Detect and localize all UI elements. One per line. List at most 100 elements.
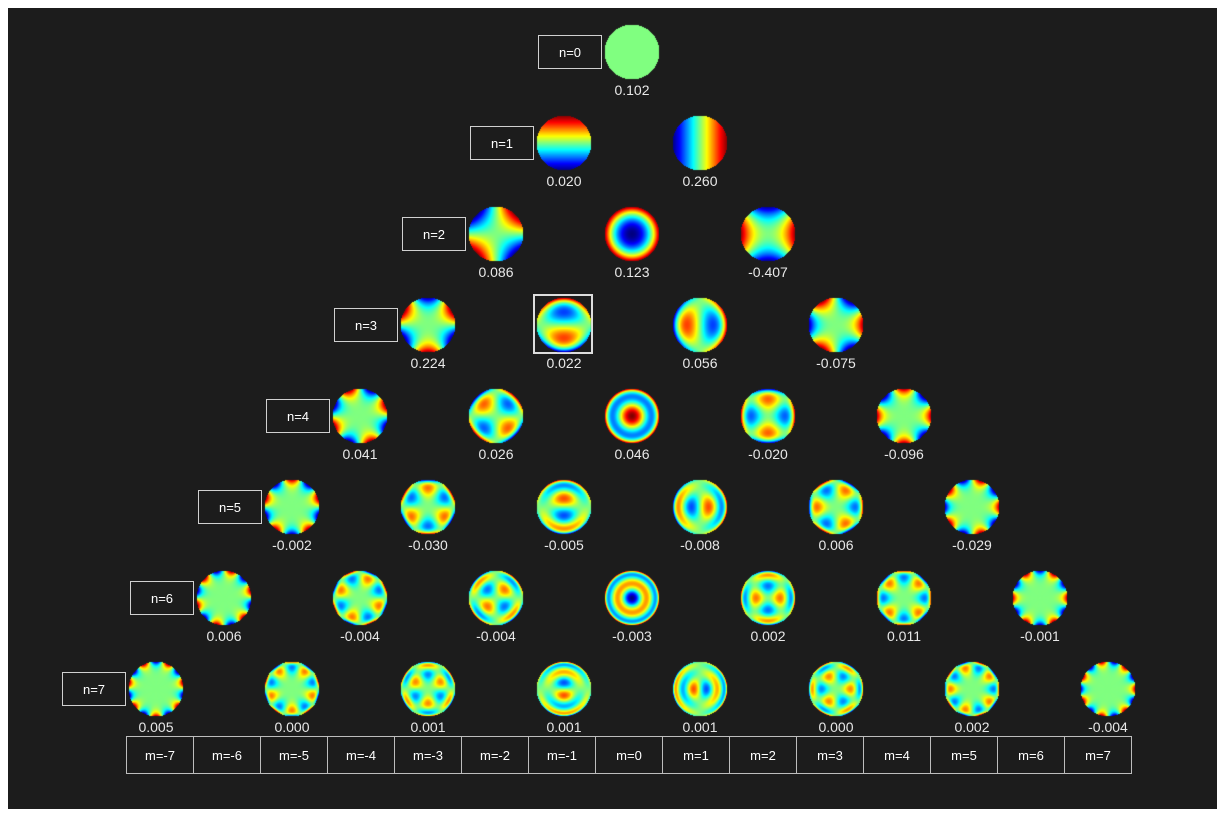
zernike-mode-disc	[740, 206, 796, 262]
row-label-n6: n=6	[130, 581, 194, 615]
zernike-term-n6-m-2[interactable]: -0.004	[458, 570, 534, 650]
zernike-term-n5-m5[interactable]: -0.029	[934, 479, 1010, 559]
coefficient-value: -0.075	[816, 355, 856, 371]
zernike-term-n7-m1[interactable]: 0.001	[662, 661, 738, 741]
coefficient-value: 0.224	[410, 355, 446, 371]
coefficient-value: 0.006	[206, 628, 242, 644]
coefficient-value: -0.020	[748, 446, 788, 462]
zernike-term-n7-m-5[interactable]: 0.000	[254, 661, 330, 741]
zernike-term-n4-m-4[interactable]: 0.041	[322, 388, 398, 468]
zernike-mode-disc	[604, 206, 660, 262]
row-label-n2: n=2	[402, 217, 466, 251]
m-axis-label: m=6	[997, 736, 1065, 774]
m-axis-label: m=-4	[327, 736, 395, 774]
zernike-term-n2-m-2[interactable]: 0.086	[458, 206, 534, 286]
m-axis-label: m=-6	[193, 736, 261, 774]
row-label-n3: n=3	[334, 308, 398, 342]
zernike-term-n3-m-3[interactable]: 0.224	[390, 297, 466, 377]
coefficient-value: 0.006	[818, 537, 854, 553]
zernike-term-n6-m6[interactable]: -0.001	[1002, 570, 1078, 650]
coefficient-value: -0.004	[340, 628, 380, 644]
zernike-term-n4-m2[interactable]: -0.020	[730, 388, 806, 468]
zernike-mode-disc	[536, 297, 592, 353]
zernike-mode-disc	[808, 661, 864, 717]
zernike-term-n3-m1[interactable]: 0.056	[662, 297, 738, 377]
zernike-mode-disc	[468, 570, 524, 626]
zernike-term-n7-m5[interactable]: 0.002	[934, 661, 1010, 741]
m-axis-label: m=-5	[260, 736, 328, 774]
coefficient-value: 0.056	[682, 355, 718, 371]
zernike-term-n6-m-4[interactable]: -0.004	[322, 570, 398, 650]
coefficient-value: -0.008	[680, 537, 720, 553]
zernike-term-n5-m-5[interactable]: -0.002	[254, 479, 330, 559]
m-axis-label: m=3	[796, 736, 864, 774]
zernike-term-n6-m0[interactable]: -0.003	[594, 570, 670, 650]
zernike-term-n3-m-1[interactable]: 0.022	[526, 294, 602, 377]
zernike-mode-disc	[1080, 661, 1136, 717]
zernike-term-n0-m0[interactable]: 0.102	[594, 24, 670, 104]
zernike-term-n4-m4[interactable]: -0.096	[866, 388, 942, 468]
zernike-mode-disc	[604, 388, 660, 444]
row-label-n5: n=5	[198, 490, 262, 524]
m-axis-label: m=4	[863, 736, 931, 774]
zernike-term-n7-m-1[interactable]: 0.001	[526, 661, 602, 741]
coefficient-value: 0.002	[750, 628, 786, 644]
coefficient-value: 0.001	[546, 719, 582, 735]
row-label-n4: n=4	[266, 399, 330, 433]
zernike-mode-disc	[604, 570, 660, 626]
coefficient-value: -0.004	[1088, 719, 1128, 735]
zernike-term-n3-m3[interactable]: -0.075	[798, 297, 874, 377]
zernike-term-n4-m-2[interactable]: 0.026	[458, 388, 534, 468]
zernike-term-n4-m0[interactable]: 0.046	[594, 388, 670, 468]
zernike-term-n2-m0[interactable]: 0.123	[594, 206, 670, 286]
m-axis-row: m=-7 m=-6 m=-5 m=-4 m=-3 m=-2 m=-1 m=0 m=1 m=2 m=3…	[126, 736, 1132, 774]
row-label-n7: n=7	[62, 672, 126, 706]
zernike-mode-disc	[536, 661, 592, 717]
coefficient-value: -0.002	[272, 537, 312, 553]
zernike-term-n7-m7[interactable]: -0.004	[1070, 661, 1146, 741]
coefficient-value: -0.004	[476, 628, 516, 644]
zernike-term-n7-m-3[interactable]: 0.001	[390, 661, 466, 741]
zernike-mode-disc	[672, 661, 728, 717]
zernike-mode-disc	[672, 115, 728, 171]
zernike-mode-disc	[876, 388, 932, 444]
zernike-mode-disc	[468, 388, 524, 444]
zernike-term-n1-m1[interactable]: 0.260	[662, 115, 738, 195]
zernike-term-n6-m4[interactable]: 0.011	[866, 570, 942, 650]
zernike-term-n1-m-1[interactable]: 0.020	[526, 115, 602, 195]
coefficient-value: 0.022	[546, 355, 582, 371]
m-axis-label: m=5	[930, 736, 998, 774]
zernike-mode-disc	[672, 297, 728, 353]
m-axis-label: m=2	[729, 736, 797, 774]
zernike-mode-disc	[1012, 570, 1068, 626]
zernike-mode-disc	[740, 570, 796, 626]
zernike-term-n2-m2[interactable]: -0.407	[730, 206, 806, 286]
zernike-term-n6-m2[interactable]: 0.002	[730, 570, 806, 650]
zernike-mode-disc	[876, 570, 932, 626]
coefficient-value: -0.029	[952, 537, 992, 553]
zernike-pyramid: n=0 0.102 n=1 0.020 0.260 n=2 0.086 0.123 -0.407…	[8, 8, 1217, 809]
selection-frame	[533, 294, 593, 354]
zernike-mode-disc	[944, 661, 1000, 717]
zernike-term-n5-m3[interactable]: 0.006	[798, 479, 874, 559]
m-axis-label: m=-7	[126, 736, 194, 774]
zernike-term-n7-m-7[interactable]: 0.005	[118, 661, 194, 741]
zernike-term-n5-m1[interactable]: -0.008	[662, 479, 738, 559]
zernike-mode-disc	[808, 297, 864, 353]
coefficient-value: 0.001	[410, 719, 446, 735]
zernike-mode-disc	[400, 297, 456, 353]
coefficient-value: 0.086	[478, 264, 514, 280]
coefficient-value: -0.003	[612, 628, 652, 644]
coefficient-value: 0.002	[954, 719, 990, 735]
zernike-mode-disc	[264, 479, 320, 535]
coefficient-value: 0.011	[887, 628, 921, 644]
zernike-term-n5-m-1[interactable]: -0.005	[526, 479, 602, 559]
zernike-term-n5-m-3[interactable]: -0.030	[390, 479, 466, 559]
zernike-term-n6-m-6[interactable]: 0.006	[186, 570, 262, 650]
zernike-mode-disc	[604, 24, 660, 80]
m-axis-label: m=-2	[461, 736, 529, 774]
zernike-mode-disc	[196, 570, 252, 626]
coefficient-value: 0.000	[274, 719, 310, 735]
zernike-term-n7-m3[interactable]: 0.000	[798, 661, 874, 741]
zernike-mode-disc	[400, 661, 456, 717]
